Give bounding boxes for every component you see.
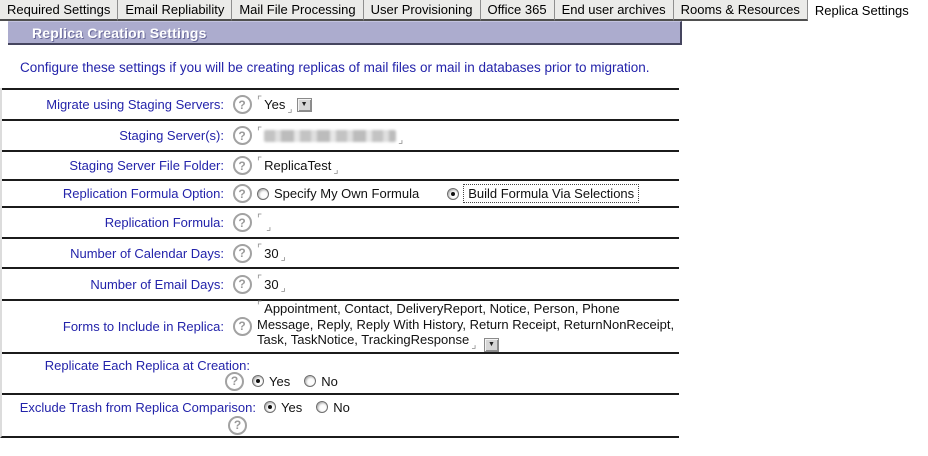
tab-email-repliability[interactable]: Email Repliability (118, 0, 233, 21)
staging-server-file-folder-value[interactable]: ReplicaTest (264, 158, 332, 173)
radio-specify-my-own-formula[interactable] (257, 187, 269, 200)
field-label: Number of Email Days: (90, 276, 224, 292)
help-icon[interactable]: ? (228, 415, 247, 435)
radio-label[interactable]: Yes (269, 373, 291, 389)
row-replicate-each-replica-at-creation: Replicate Each Replica at Creation: ? Ye… (2, 351, 679, 393)
field-label: Replication Formula: (104, 215, 224, 230)
radio-label[interactable]: Build Formula Via Selections (463, 184, 640, 203)
field-label: Migrate using Staging Servers: (46, 97, 224, 112)
row-exclude-trash-from-replica-comparison: Exclude Trash from Replica Comparison: Y… (2, 392, 679, 436)
calendar-days-value[interactable]: 30 (264, 245, 279, 261)
help-icon[interactable]: ? (225, 371, 244, 391)
radio-exclude-trash-no[interactable] (316, 401, 329, 414)
field-label: Staging Server File Folder: (69, 158, 224, 173)
radio-replicate-no[interactable] (304, 375, 317, 388)
radio-label[interactable]: Specify My Own Formula (274, 186, 420, 201)
help-icon[interactable]: ? (232, 156, 252, 175)
radio-label[interactable]: Yes (281, 399, 303, 415)
row-number-of-calendar-days: Number of Calendar Days: ? ⌜ 30 ⌟ (2, 237, 679, 267)
tab-office-365[interactable]: Office 365 (480, 0, 555, 21)
tab-strip: Required Settings Email Repliability Mai… (0, 0, 928, 21)
row-number-of-email-days: Number of Email Days: ? ⌜ 30 ⌟ (2, 267, 679, 299)
tab-end-user-archives[interactable]: End user archives (554, 0, 674, 21)
help-icon[interactable]: ? (232, 274, 252, 294)
radio-build-formula-via-selections[interactable] (447, 187, 460, 200)
radio-label[interactable]: No (333, 399, 350, 415)
help-icon[interactable]: ? (232, 316, 252, 336)
row-migrate-using-staging-servers: Migrate using Staging Servers: ? ⌜ Yes ⌟… (2, 88, 679, 119)
help-icon[interactable]: ? (232, 213, 252, 232)
tab-replica-settings[interactable]: Replica Settings (807, 0, 916, 21)
help-icon[interactable]: ? (232, 126, 252, 145)
row-replication-formula-option: Replication Formula Option: ? Specify My… (2, 179, 679, 206)
row-staging-servers: Staging Server(s): ? ⌜ ⌟ (2, 119, 679, 150)
help-icon[interactable]: ? (232, 243, 252, 263)
row-forms-to-include-in-replica: Forms to Include in Replica: ? ⌜ Appointm… (2, 299, 679, 352)
field-label: Exclude Trash from Replica Comparison: (19, 399, 256, 415)
tab-user-provisioning[interactable]: User Provisioning (363, 0, 481, 21)
intro-text: Configure these settings if you will be … (20, 60, 650, 75)
field-end-mark-icon: ⌟ (471, 339, 477, 351)
tab-required-settings[interactable]: Required Settings (0, 0, 119, 21)
migrate-staging-servers-value[interactable]: Yes (264, 97, 286, 112)
tab-mail-file-processing[interactable]: Mail File Processing (232, 0, 364, 21)
section-header-bar: Replica Creation Settings (8, 21, 682, 45)
settings-table: Migrate using Staging Servers: ? ⌜ Yes ⌟… (0, 88, 679, 438)
field-label: Staging Server(s): (119, 128, 224, 143)
field-label: Replication Formula Option: (62, 186, 224, 201)
field-label: Replicate Each Replica at Creation: (44, 357, 250, 373)
row-replication-formula: Replication Formula: ? ⌜ ⌟ (2, 206, 679, 237)
radio-exclude-trash-yes[interactable] (264, 401, 276, 414)
dropdown-button[interactable]: ▼ (296, 97, 312, 112)
staging-servers-value-redacted[interactable] (264, 129, 397, 142)
radio-replicate-yes[interactable] (252, 375, 264, 388)
radio-label[interactable]: No (321, 373, 338, 389)
field-start-mark-icon: ⌜ (257, 300, 263, 312)
email-days-value[interactable]: 30 (264, 276, 279, 292)
tab-rooms-resources[interactable]: Rooms & Resources (673, 0, 808, 21)
forms-to-include-value[interactable]: Appointment, Contact, DeliveryReport, No… (257, 301, 675, 347)
help-icon[interactable]: ? (232, 184, 252, 203)
dropdown-button[interactable]: ▼ (483, 337, 499, 352)
page-title: Replica Creation Settings (32, 24, 207, 41)
row-staging-server-file-folder: Staging Server File Folder: ? ⌜ ReplicaT… (2, 150, 679, 179)
help-icon[interactable]: ? (232, 95, 252, 114)
field-label: Forms to Include in Replica: (62, 318, 224, 334)
field-label: Number of Calendar Days: (70, 245, 224, 261)
